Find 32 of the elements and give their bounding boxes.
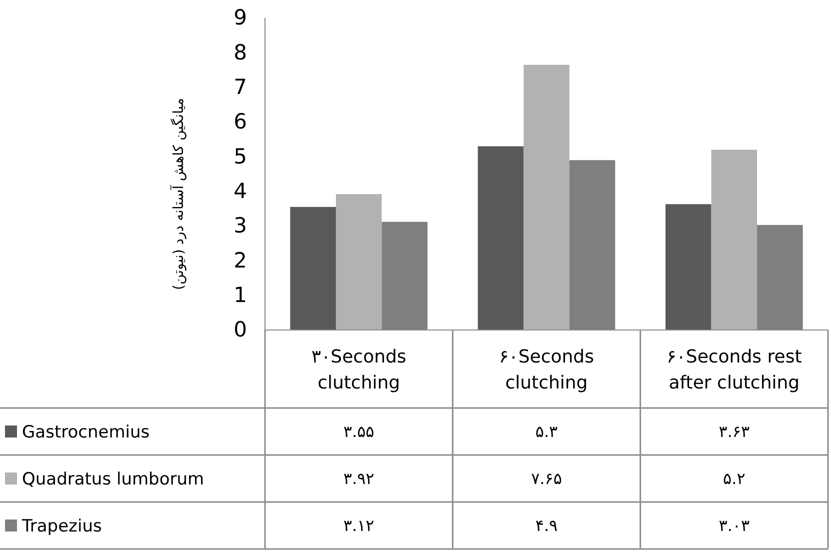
data-label: ۳.۱۲ xyxy=(343,516,374,536)
bar xyxy=(478,146,524,330)
bar xyxy=(666,204,712,330)
data-label: ۳.۵۵ xyxy=(343,422,374,442)
data-label: ۵.۲ xyxy=(723,469,746,488)
y-tick-label: 3 xyxy=(234,214,247,238)
bar xyxy=(290,206,336,330)
data-label: ۷.۶۵ xyxy=(531,469,562,488)
y-tick-label: 9 xyxy=(234,6,247,30)
bar xyxy=(757,224,803,330)
y-tick-label: 1 xyxy=(234,283,247,308)
y-tick-label: 4 xyxy=(234,179,247,204)
data-label: ۳.۰۳ xyxy=(718,516,750,536)
data-label: ۳.۹۲ xyxy=(343,469,374,488)
legend-label: Trapezius xyxy=(21,516,102,536)
data-label: ۴.۹ xyxy=(535,516,558,536)
y-tick-label: 7 xyxy=(234,75,247,100)
y-axis-title: میانگین کاهش آستانه درد (نیوتن) xyxy=(168,98,187,290)
bar xyxy=(524,64,570,330)
y-tick-label: 0 xyxy=(234,318,247,342)
legend-label: Gastrocnemius xyxy=(22,422,150,442)
y-tick-label: 8 xyxy=(234,40,247,64)
bar xyxy=(382,222,428,330)
legend-label: Quadratus lumborum xyxy=(22,469,204,490)
y-tick-label: 2 xyxy=(234,248,247,272)
bar xyxy=(569,160,616,330)
y-tick-label: 6 xyxy=(234,110,247,134)
bar xyxy=(336,194,382,330)
data-label: ۵.۳ xyxy=(535,422,558,442)
data-label: ۳.۶۳ xyxy=(718,422,750,442)
bar xyxy=(711,150,758,330)
y-tick-label: 5 xyxy=(234,144,247,168)
